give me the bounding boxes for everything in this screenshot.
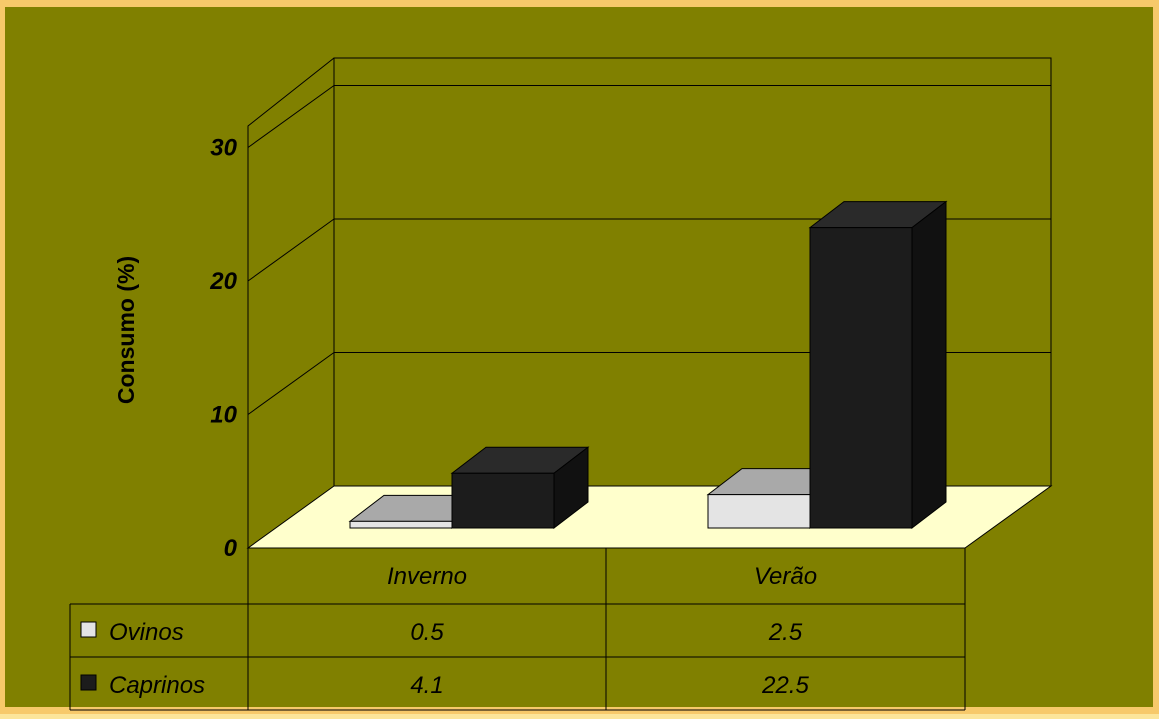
y-tick-label: 10 bbox=[210, 402, 237, 429]
data-table-value: 4.1 bbox=[410, 672, 443, 699]
bar-front bbox=[349, 520, 453, 529]
bar-front bbox=[809, 227, 913, 529]
bars bbox=[348, 200, 948, 530]
plot-area bbox=[5, 7, 1153, 707]
back-wall-edge bbox=[333, 57, 1052, 486]
y-axis-label: Consumo (%) bbox=[113, 256, 139, 404]
y-tick-label: 30 bbox=[210, 135, 237, 162]
bar-front bbox=[707, 494, 811, 529]
gridline-side bbox=[247, 85, 335, 148]
y-tick-label: 20 bbox=[209, 268, 237, 295]
side-wall-edge bbox=[247, 57, 335, 548]
legend-swatch bbox=[80, 621, 97, 638]
data-table-value: 0.5 bbox=[410, 619, 444, 646]
gridline-side bbox=[247, 218, 335, 282]
y-tick-label: 0 bbox=[224, 535, 238, 562]
bar-side bbox=[911, 200, 947, 530]
bar-front bbox=[451, 472, 555, 529]
gridline-side bbox=[247, 352, 335, 415]
x-tick-label: Verão bbox=[754, 563, 817, 590]
y-axis-ticks: 0 10 20 30 bbox=[209, 135, 237, 563]
legend-label: Caprinos bbox=[109, 672, 205, 699]
legend-swatch bbox=[80, 674, 97, 691]
x-tick-label: Inverno bbox=[387, 563, 467, 590]
bar bbox=[808, 200, 948, 530]
data-table-value: 2.5 bbox=[768, 619, 803, 646]
bar bbox=[450, 446, 590, 530]
data-table-value: 22.5 bbox=[761, 672, 809, 699]
data-table: Inverno Verão Ovinos 0.5 2.5 Caprinos 4.1 22.5 bbox=[69, 548, 966, 711]
legend-label: Ovinos bbox=[109, 619, 184, 646]
